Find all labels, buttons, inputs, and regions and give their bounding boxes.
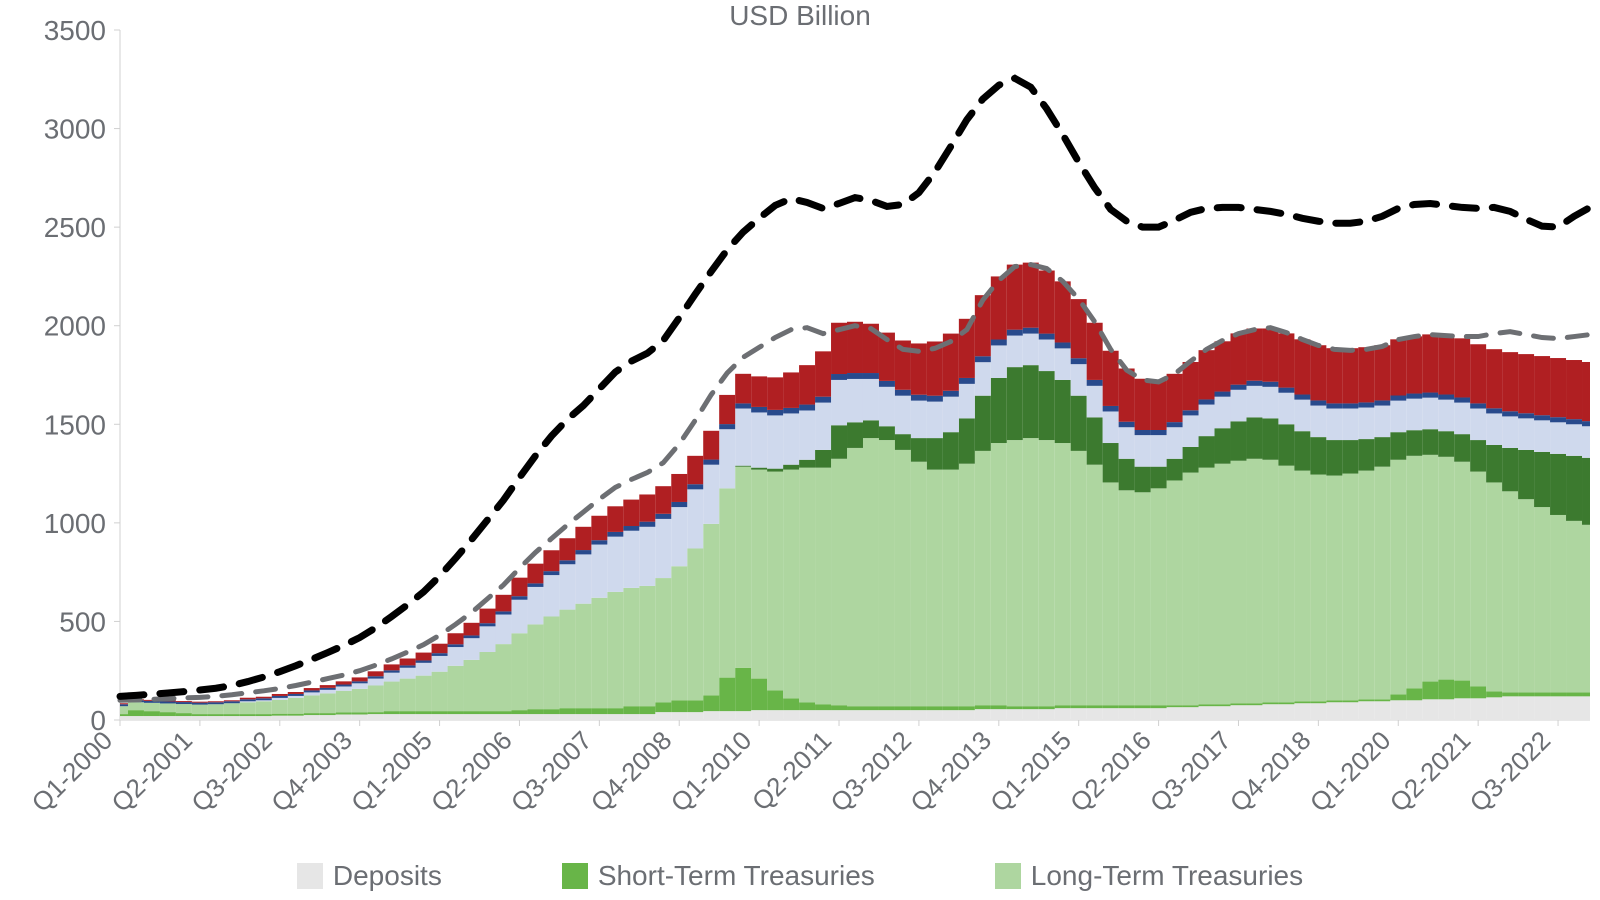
x-tick-label: Q4-2008 xyxy=(585,725,678,818)
legend-item: Short-Term Treasuries xyxy=(562,860,875,892)
x-tick-label: Q1-2000 xyxy=(25,725,118,818)
y-tick-label: 1000 xyxy=(44,508,106,539)
x-tick-label: Q3-2017 xyxy=(1144,725,1237,818)
x-tick-label: Q2-2011 xyxy=(746,725,837,816)
chart-container: USD Billion 0500100015002000250030003500… xyxy=(0,0,1600,900)
legend-swatch xyxy=(297,863,323,889)
x-tick-label: Q1-2005 xyxy=(345,725,438,818)
x-tick-label: Q3-2002 xyxy=(185,725,278,818)
x-tick-label: Q2-2001 xyxy=(105,725,198,818)
y-tick-label: 1500 xyxy=(44,409,106,440)
x-tick-label: Q1-2010 xyxy=(665,725,758,818)
chart-legend: Deposits Short-Term Treasuries Long-Term T… xyxy=(0,860,1600,892)
x-tick-label: Q1-2020 xyxy=(1304,725,1397,818)
x-tick-label: Q3-2007 xyxy=(505,725,598,818)
legend-label: Deposits xyxy=(333,860,442,892)
legend-item: Deposits xyxy=(297,860,442,892)
x-tick-label: Q2-2006 xyxy=(425,725,518,818)
x-tick-label: Q3-2022 xyxy=(1464,725,1557,818)
x-tick-label: Q4-2018 xyxy=(1224,725,1317,818)
chart-svg: 0500100015002000250030003500Q1-2000Q2-20… xyxy=(0,0,1600,900)
legend-label: Short-Term Treasuries xyxy=(598,860,875,892)
legend-item: Long-Term Treasuries xyxy=(995,860,1303,892)
y-tick-label: 3000 xyxy=(44,114,106,145)
x-tick-label: Q3-2012 xyxy=(824,725,917,818)
y-tick-label: 3500 xyxy=(44,15,106,46)
x-tick-label: Q4-2003 xyxy=(265,725,358,818)
series-long-term-treasuries xyxy=(120,438,1590,714)
x-tick-label: Q2-2016 xyxy=(1064,725,1157,818)
y-tick-label: 2500 xyxy=(44,212,106,243)
x-tick-label: Q4-2013 xyxy=(904,725,997,818)
x-tick-label: Q1-2015 xyxy=(984,725,1077,818)
y-tick-label: 500 xyxy=(59,606,106,637)
legend-label: Long-Term Treasuries xyxy=(1031,860,1303,892)
x-tick-label: Q2-2021 xyxy=(1384,725,1477,818)
y-tick-label: 2000 xyxy=(44,311,106,342)
legend-swatch xyxy=(995,863,1021,889)
legend-swatch xyxy=(562,863,588,889)
